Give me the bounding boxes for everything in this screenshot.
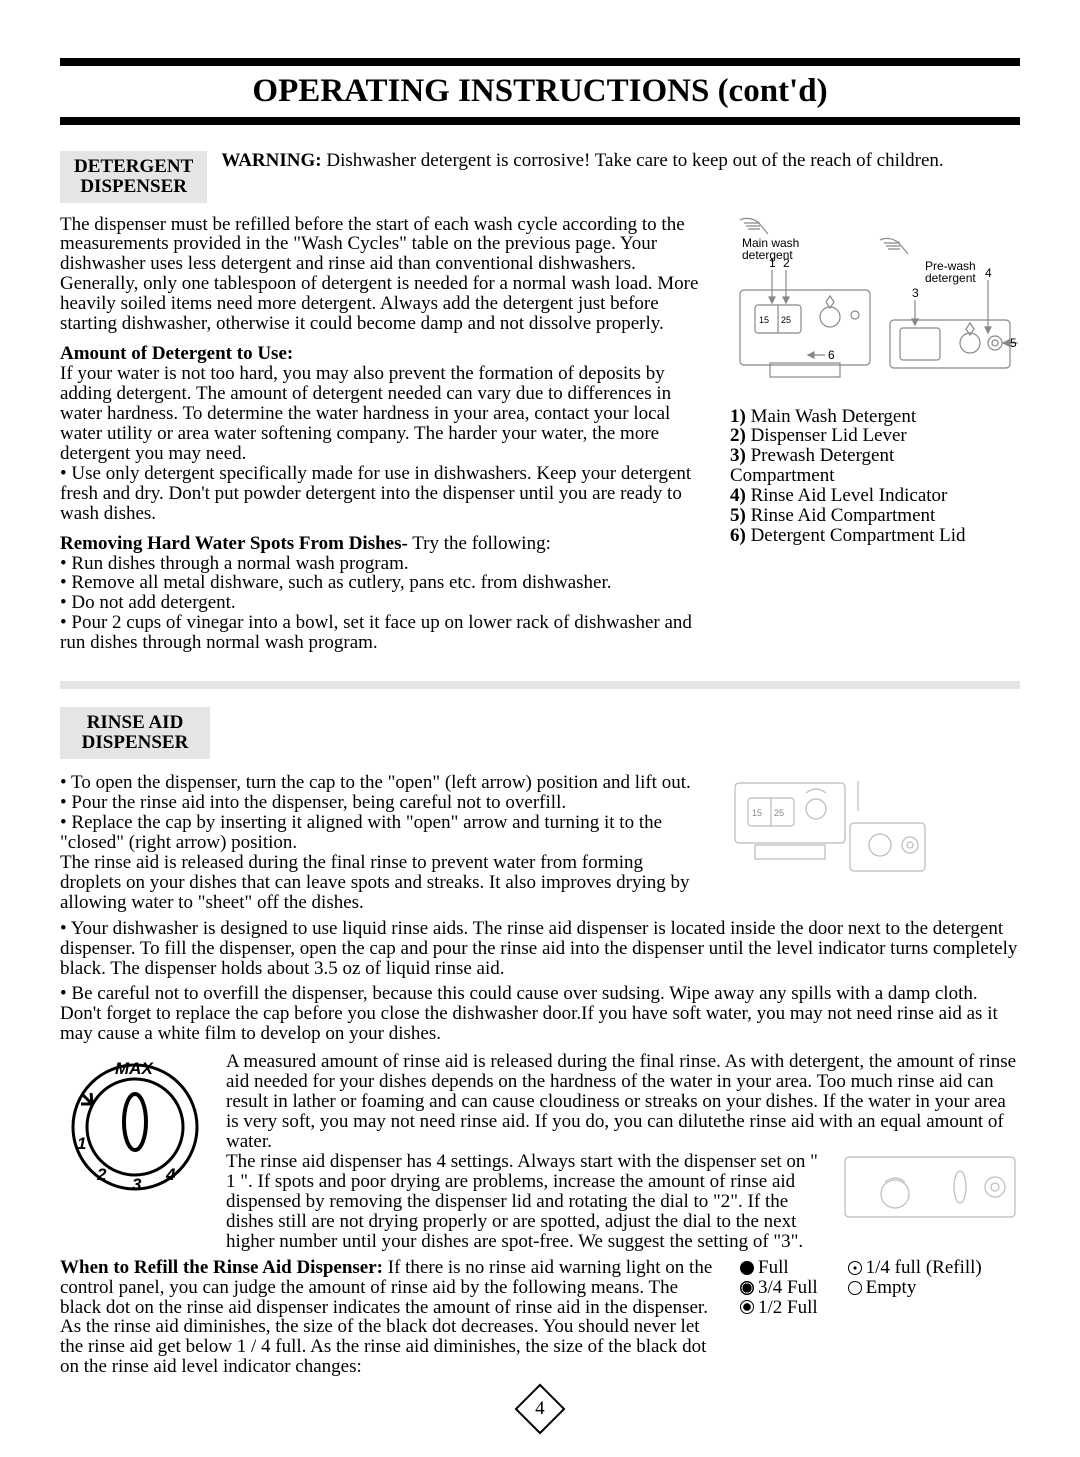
section2-heading-l1: RINSE AID [74, 713, 196, 733]
s1-sub2-heading: Removing Hard Water Spots From Dishes- [60, 533, 408, 554]
s2-p2: • Your dishwasher is designed to use liq… [60, 919, 1020, 979]
s1-sub1-body: If your water is not too hard, you may a… [60, 364, 706, 464]
section2-heading-box: RINSE AID DISPENSER [60, 707, 210, 759]
s1-sub2-b3: • Do not add detergent. [60, 593, 706, 613]
refill-legend: Full 3/4 Full 1/2 Full 1/4 full (Refill)… [740, 1258, 1020, 1318]
svg-text:6: 6 [828, 348, 835, 362]
svg-text:2: 2 [96, 1165, 107, 1184]
section2-heading-l2: DISPENSER [74, 733, 196, 753]
dot-14-icon [848, 1261, 862, 1275]
svg-text:3: 3 [912, 286, 919, 300]
section1-heading-box: DETERGENT DISPENSER [60, 151, 207, 203]
ind-34: 3/4 Full [758, 1278, 818, 1298]
svg-text:25: 25 [774, 808, 784, 818]
svg-text:4: 4 [165, 1165, 176, 1184]
svg-text:1: 1 [77, 1134, 86, 1153]
rinse-aid-diagram: 1525 [730, 773, 930, 883]
s1-sub2-b1: • Run dishes through a normal wash progr… [60, 554, 706, 574]
s2-p1: The rinse aid is released during the fin… [60, 853, 706, 913]
s1-p1: The dispenser must be refilled before th… [60, 215, 706, 335]
diagram-legend: 1) Main Wash Detergent 2) Dispenser Lid … [730, 407, 1020, 547]
s1-sub2-b4: • Pour 2 cups of vinegar into a bowl, se… [60, 613, 706, 653]
page-number: 4 [535, 1399, 545, 1419]
s2-dial-p1: A measured amount of rinse aid is releas… [226, 1052, 1020, 1152]
dot-34-icon [740, 1281, 754, 1295]
ind-12: 1/2 Full [758, 1298, 818, 1318]
leg3: Prewash Detergent [746, 445, 894, 466]
svg-text:15: 15 [752, 808, 762, 818]
svg-text:1: 1 [769, 256, 776, 270]
warning-text: WARNING: Dishwasher detergent is corrosi… [221, 151, 1020, 172]
refill-heading: When to Refill the Rinse Aid Dispenser: [60, 1257, 383, 1278]
ind-14: 1/4 full (Refill) [866, 1258, 982, 1278]
leg5: Rinse Aid Compartment [746, 505, 935, 526]
dispenser-inset-diagram [840, 1152, 1020, 1232]
s2-dial-p2: The rinse aid dispenser has 4 settings. … [226, 1152, 824, 1252]
lbl-prewash2: detergent [925, 271, 976, 285]
section1-heading-l1: DETERGENT [74, 157, 193, 177]
page-title: OPERATING INSTRUCTIONS (cont'd) [60, 74, 1020, 109]
svg-text:5: 5 [1010, 336, 1017, 350]
leg2: Dispenser Lid Lever [746, 425, 907, 446]
leg1: Main Wash Detergent [746, 406, 916, 427]
leg6: Detergent Compartment Lid [746, 525, 966, 546]
svg-text:MAX: MAX [115, 1059, 154, 1078]
s1-sub2-intro: Try the following: [408, 533, 551, 554]
hr-under-title [60, 117, 1020, 125]
svg-text:4: 4 [985, 266, 992, 280]
svg-text:3: 3 [132, 1175, 142, 1194]
ind-e: Empty [866, 1278, 917, 1298]
dot-empty-icon [848, 1281, 862, 1295]
hr-top [60, 58, 1020, 66]
dial-diagram: MAX 1 2 3 4 [60, 1052, 210, 1202]
ind-full: Full [758, 1258, 789, 1278]
s1-sub1-heading: Amount of Detergent to Use: [60, 344, 706, 364]
svg-text:25: 25 [781, 315, 791, 325]
s1-sub1-bullet: • Use only detergent specifically made f… [60, 464, 706, 524]
warning-body: Dishwasher detergent is corrosive! Take … [322, 150, 944, 171]
svg-text:2: 2 [783, 256, 790, 270]
s1-sub2-heading-row: Removing Hard Water Spots From Dishes- T… [60, 534, 706, 554]
section1-heading-l2: DISPENSER [74, 177, 193, 197]
s1-sub2-b2: • Remove all metal dishware, such as cut… [60, 573, 706, 593]
s2-b3: • Replace the cap by inserting it aligne… [60, 813, 706, 853]
page-number-badge: 4 [515, 1384, 566, 1435]
leg3b: Compartment [730, 466, 1020, 486]
dot-full-icon [740, 1261, 754, 1275]
warning-label: WARNING: [221, 150, 321, 171]
leg4: Rinse Aid Level Indicator [746, 485, 948, 506]
s2-p3: • Be careful not to overfill the dispens… [60, 984, 1020, 1044]
dot-12-icon [740, 1300, 754, 1314]
s2-b2: • Pour the rinse aid into the dispenser,… [60, 793, 706, 813]
section-divider [60, 681, 1020, 689]
s2-b1: • To open the dispenser, turn the cap to… [60, 773, 706, 793]
svg-text:15: 15 [759, 315, 769, 325]
detergent-diagram: Main wash detergent Pre-wash detergent 1… [730, 215, 1020, 395]
